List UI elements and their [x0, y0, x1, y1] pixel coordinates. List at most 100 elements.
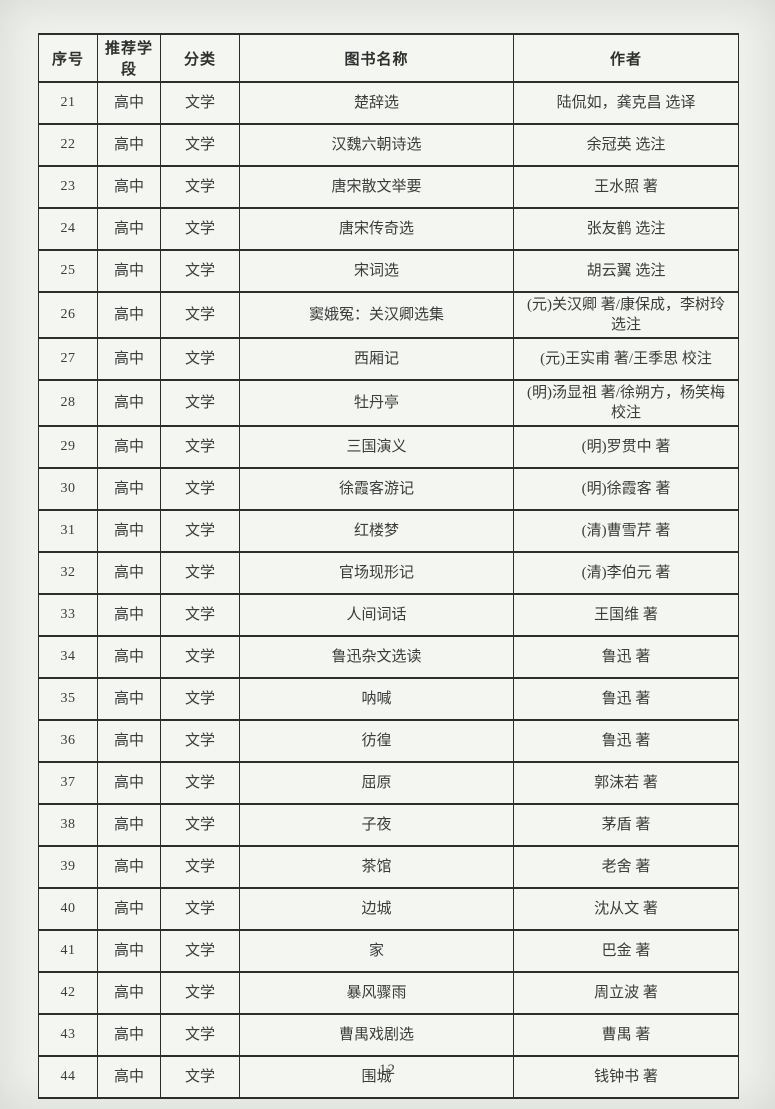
cell-author: 郭沫若 著: [513, 761, 739, 805]
table-row: 21 高中 文学 楚辞选 陆侃如，龚克昌 选译: [38, 81, 739, 125]
cell-no: 28: [38, 379, 98, 427]
table-row: 31 高中 文学 红楼梦 (清)曹雪芹 著: [38, 509, 739, 553]
cell-stage: 高中: [97, 291, 161, 339]
cell-author: (明)罗贯中 著: [513, 425, 739, 469]
cell-category: 文学: [160, 509, 240, 553]
cell-author: (元)关汉卿 著/康保成，李树玲 选注: [513, 291, 739, 339]
table-row: 32 高中 文学 官场现形记 (清)李伯元 著: [38, 551, 739, 595]
cell-author: 鲁迅 著: [513, 719, 739, 763]
cell-author: 茅盾 著: [513, 803, 739, 847]
cell-stage: 高中: [97, 845, 161, 889]
cell-stage: 高中: [97, 337, 161, 381]
page-number: 12: [379, 1062, 396, 1078]
cell-author: 张友鹤 选注: [513, 207, 739, 251]
cell-no: 29: [38, 425, 98, 469]
cell-category: 文学: [160, 467, 240, 511]
cell-author: (明)汤显祖 著/徐朔方，杨笑梅 校注: [513, 379, 739, 427]
cell-category: 文学: [160, 635, 240, 679]
cell-category: 文学: [160, 379, 240, 427]
cell-author: 胡云翼 选注: [513, 249, 739, 293]
column-header-author: 作者: [513, 33, 739, 83]
table-row: 38 高中 文学 子夜 茅盾 著: [38, 803, 739, 847]
cell-no: 39: [38, 845, 98, 889]
column-header-category: 分类: [160, 33, 240, 83]
books-table: 序号 推荐学段 分类 图书名称 作者 21 高中 文学 楚辞选 陆侃如，龚克昌 选译 22…: [38, 33, 739, 1099]
table-row: 24 高中 文学 唐宋传奇选 张友鹤 选注: [38, 207, 739, 251]
cell-category: 文学: [160, 425, 240, 469]
cell-no: 41: [38, 929, 98, 973]
cell-category: 文学: [160, 761, 240, 805]
cell-author: (清)曹雪芹 著: [513, 509, 739, 553]
cell-stage: 高中: [97, 123, 161, 167]
cell-author: 王国维 著: [513, 593, 739, 637]
cell-category: 文学: [160, 207, 240, 251]
cell-stage: 高中: [97, 509, 161, 553]
cell-no: 34: [38, 635, 98, 679]
cell-stage: 高中: [97, 719, 161, 763]
cell-stage: 高中: [97, 467, 161, 511]
cell-category: 文学: [160, 887, 240, 931]
cell-category: 文学: [160, 803, 240, 847]
cell-title: 暴风骤雨: [239, 971, 514, 1015]
cell-no: 33: [38, 593, 98, 637]
table-row: 33 高中 文学 人间词话 王国维 著: [38, 593, 739, 637]
cell-title: 彷徨: [239, 719, 514, 763]
table-row: 30 高中 文学 徐霞客游记 (明)徐霞客 著: [38, 467, 739, 511]
cell-no: 32: [38, 551, 98, 595]
cell-title: 唐宋传奇选: [239, 207, 514, 251]
cell-author: 钱钟书 著: [513, 1055, 739, 1099]
table-row: 36 高中 文学 彷徨 鲁迅 著: [38, 719, 739, 763]
cell-title: 围城: [239, 1055, 514, 1099]
cell-author: 沈从文 著: [513, 887, 739, 931]
cell-category: 文学: [160, 719, 240, 763]
table-row: 34 高中 文学 鲁迅杂文选读 鲁迅 著: [38, 635, 739, 679]
cell-no: 23: [38, 165, 98, 209]
cell-title: 茶馆: [239, 845, 514, 889]
cell-category: 文学: [160, 81, 240, 125]
cell-category: 文学: [160, 929, 240, 973]
table-row: 42 高中 文学 暴风骤雨 周立波 著: [38, 971, 739, 1015]
column-header-no: 序号: [38, 33, 98, 83]
cell-title: 屈原: [239, 761, 514, 805]
cell-stage: 高中: [97, 971, 161, 1015]
cell-author: (清)李伯元 著: [513, 551, 739, 595]
table-row: 28 高中 文学 牡丹亭 (明)汤显祖 著/徐朔方，杨笑梅 校注: [38, 379, 739, 427]
cell-stage: 高中: [97, 551, 161, 595]
table-row: 26 高中 文学 窦娥冤：关汉卿选集 (元)关汉卿 著/康保成，李树玲 选注: [38, 291, 739, 339]
cell-category: 文学: [160, 551, 240, 595]
cell-stage: 高中: [97, 803, 161, 847]
cell-no: 40: [38, 887, 98, 931]
cell-no: 35: [38, 677, 98, 721]
cell-title: 徐霞客游记: [239, 467, 514, 511]
table-row: 43 高中 文学 曹禺戏剧选 曹禺 著: [38, 1013, 739, 1057]
table-row: 35 高中 文学 呐喊 鲁迅 著: [38, 677, 739, 721]
cell-stage: 高中: [97, 165, 161, 209]
cell-author: 鲁迅 著: [513, 635, 739, 679]
cell-author: 余冠英 选注: [513, 123, 739, 167]
cell-stage: 高中: [97, 379, 161, 427]
cell-category: 文学: [160, 165, 240, 209]
cell-no: 31: [38, 509, 98, 553]
cell-category: 文学: [160, 123, 240, 167]
header-row: 序号 推荐学段 分类 图书名称 作者: [38, 33, 739, 83]
table-row: 23 高中 文学 唐宋散文举要 王水照 著: [38, 165, 739, 209]
cell-stage: 高中: [97, 207, 161, 251]
cell-stage: 高中: [97, 1055, 161, 1099]
table-row: 25 高中 文学 宋词选 胡云翼 选注: [38, 249, 739, 293]
cell-no: 25: [38, 249, 98, 293]
cell-no: 26: [38, 291, 98, 339]
table-row: 22 高中 文学 汉魏六朝诗选 余冠英 选注: [38, 123, 739, 167]
table-row: 27 高中 文学 西厢记 (元)王实甫 著/王季思 校注: [38, 337, 739, 381]
column-header-title: 图书名称: [239, 33, 514, 83]
cell-stage: 高中: [97, 929, 161, 973]
cell-title: 汉魏六朝诗选: [239, 123, 514, 167]
table-row: 40 高中 文学 边城 沈从文 著: [38, 887, 739, 931]
cell-category: 文学: [160, 337, 240, 381]
cell-no: 21: [38, 81, 98, 125]
cell-title: 宋词选: [239, 249, 514, 293]
cell-title: 楚辞选: [239, 81, 514, 125]
cell-stage: 高中: [97, 249, 161, 293]
table-row: 39 高中 文学 茶馆 老舍 著: [38, 845, 739, 889]
cell-title: 唐宋散文举要: [239, 165, 514, 209]
